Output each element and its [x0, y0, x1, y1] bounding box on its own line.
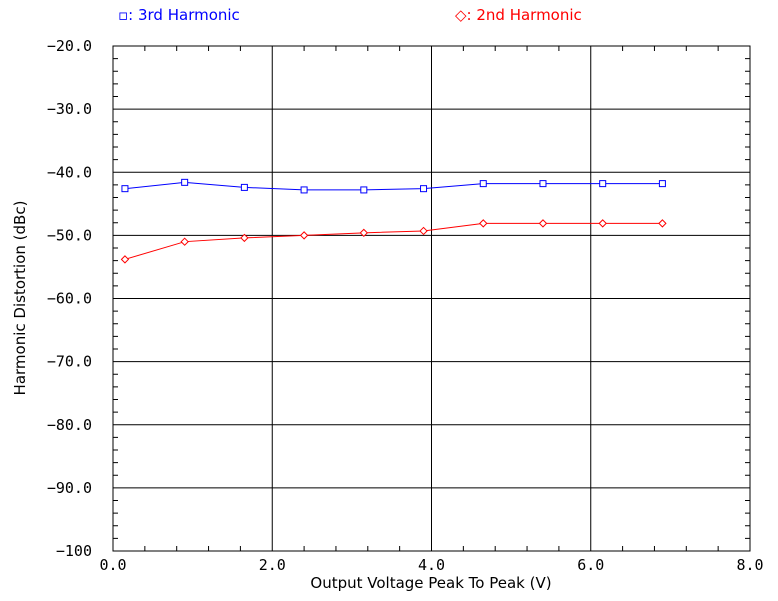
x-tick-label: 4.0	[418, 556, 445, 574]
data-point	[599, 180, 607, 188]
minor-ticks	[113, 46, 750, 551]
legend-entry-2nd-harmonic: ◇: 2nd Harmonic	[455, 6, 582, 24]
data-point	[658, 180, 666, 188]
data-point	[658, 219, 667, 228]
data-point	[181, 178, 189, 186]
y-axis-label: Harmonic Distortion (dBc)	[11, 201, 29, 396]
data-point	[538, 219, 548, 228]
x-axis-label: Output Voltage Peak To Peak (V)	[310, 574, 551, 592]
x-tick-label: 6.0	[577, 556, 604, 574]
data-point	[539, 180, 547, 188]
data-point	[180, 237, 189, 246]
data-point	[120, 255, 130, 264]
x-tick-labels: 0.0 2.0 4.0 6.0 8.0	[99, 556, 763, 574]
data-point	[479, 180, 487, 188]
series-line	[124, 222, 663, 260]
series	[120, 178, 667, 264]
data-point	[359, 228, 369, 238]
y-tick-label: −40.0	[47, 163, 92, 181]
grid	[113, 46, 750, 551]
y-tick-label: −80.0	[47, 416, 92, 434]
data-point	[240, 183, 248, 191]
y-tick-label: −60.0	[47, 290, 92, 308]
y-tick-label: −50.0	[47, 226, 92, 244]
x-tick-label: 8.0	[736, 556, 763, 574]
y-tick-label: −30.0	[47, 100, 92, 118]
data-point	[420, 185, 428, 193]
data-point	[240, 233, 249, 243]
x-tick-label: 0.0	[99, 556, 126, 574]
y-tick-label: −70.0	[47, 353, 92, 371]
data-point	[299, 231, 309, 240]
data-point	[300, 186, 308, 194]
plot-frame	[112, 45, 751, 552]
legend-entry-3rd-harmonic: ▫: 3rd Harmonic	[118, 6, 240, 24]
data-point	[598, 219, 607, 228]
y-tick-label: −100	[56, 542, 92, 560]
x-tick-label: 2.0	[259, 556, 286, 574]
data-point	[121, 185, 129, 193]
series-line	[124, 181, 663, 191]
y-tick-label: −90.0	[47, 479, 92, 497]
y-tick-labels: −20.0 −30.0 −40.0 −50.0 −60.0 −70.0 −80.0 −90.0…	[47, 37, 92, 560]
data-point	[479, 219, 488, 228]
data-point	[360, 186, 368, 194]
data-point	[419, 226, 428, 236]
y-tick-label: −20.0	[47, 37, 92, 55]
